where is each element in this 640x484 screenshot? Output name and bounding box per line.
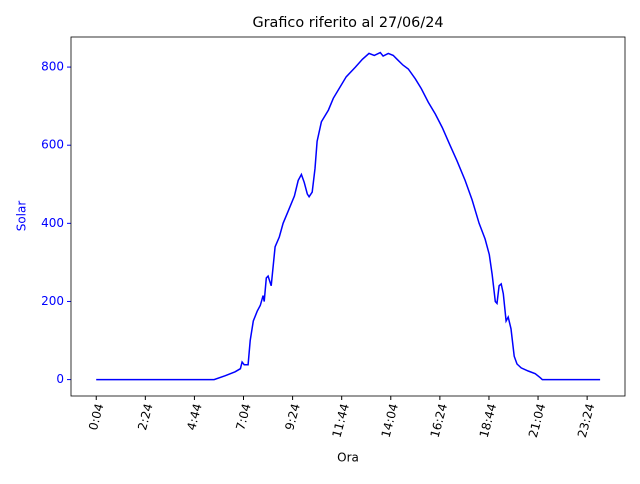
x-tick-label: 0:04 bbox=[86, 402, 106, 432]
y-tick-label: 600 bbox=[41, 138, 64, 152]
data-line bbox=[96, 51, 601, 381]
y-tick-label: 800 bbox=[41, 60, 64, 74]
x-tick-label: 7:04 bbox=[233, 402, 253, 432]
y-tick-label: 0 bbox=[56, 372, 64, 386]
chart-title: Grafico riferito al 27/06/24 bbox=[252, 15, 443, 31]
x-tick-label: 4:44 bbox=[184, 402, 204, 432]
y-tick-label: 200 bbox=[41, 294, 64, 308]
y-axis-label: Solar bbox=[15, 201, 29, 232]
x-axis-label: Ora bbox=[337, 451, 359, 465]
x-tick-label: 9:24 bbox=[282, 402, 302, 432]
y-tick-label: 400 bbox=[41, 216, 64, 230]
x-tick-label: 2:24 bbox=[135, 402, 155, 432]
plot-frame bbox=[70, 36, 626, 397]
